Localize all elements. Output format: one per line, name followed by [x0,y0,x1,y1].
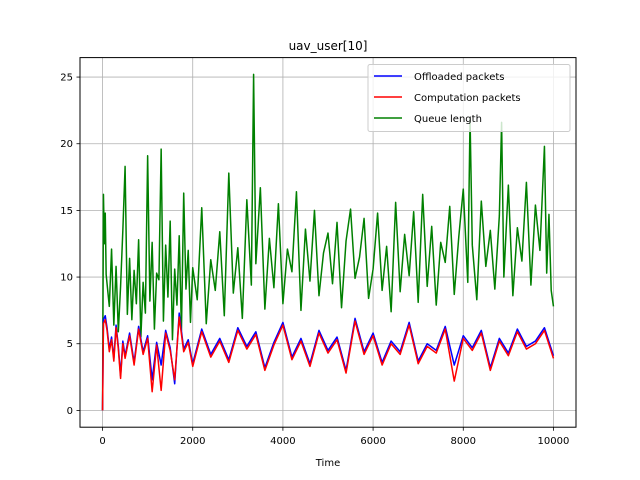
x-tick-label: 0 [99,436,105,447]
x-tick-label: 4000 [270,436,295,447]
plot-frame [79,57,577,428]
legend-label-queue: Queue length [414,114,482,125]
y-tick-label: 15 [60,206,73,217]
legend-frame [367,64,571,132]
y-tick-label: 10 [60,273,73,284]
y-tick-label: 20 [60,139,73,150]
y-tick-label: 0 [67,406,73,417]
x-tick-label: 2000 [180,436,205,447]
legend-label-computation: Computation packets [414,93,521,104]
x-axis-ticks: 0 2000 4000 6000 8000 10000 [99,427,569,447]
plot-series [101,73,555,411]
series-line-queue-length [101,73,555,411]
x-tick-label: 6000 [360,436,385,447]
x-axis-label: Time [315,458,340,469]
legend: Offloaded packets Computation packets Qu… [367,64,571,132]
x-tick-label: 8000 [451,436,476,447]
chart-title: uav_user[10] [289,39,368,53]
legend-label-offloaded: Offloaded packets [414,72,505,83]
y-axis-ticks: 0 5 10 15 20 25 [60,73,80,417]
series-line-computation-packets [101,316,555,411]
y-tick-label: 25 [60,73,73,84]
x-tick-label: 10000 [538,436,570,447]
y-tick-label: 5 [67,339,73,350]
